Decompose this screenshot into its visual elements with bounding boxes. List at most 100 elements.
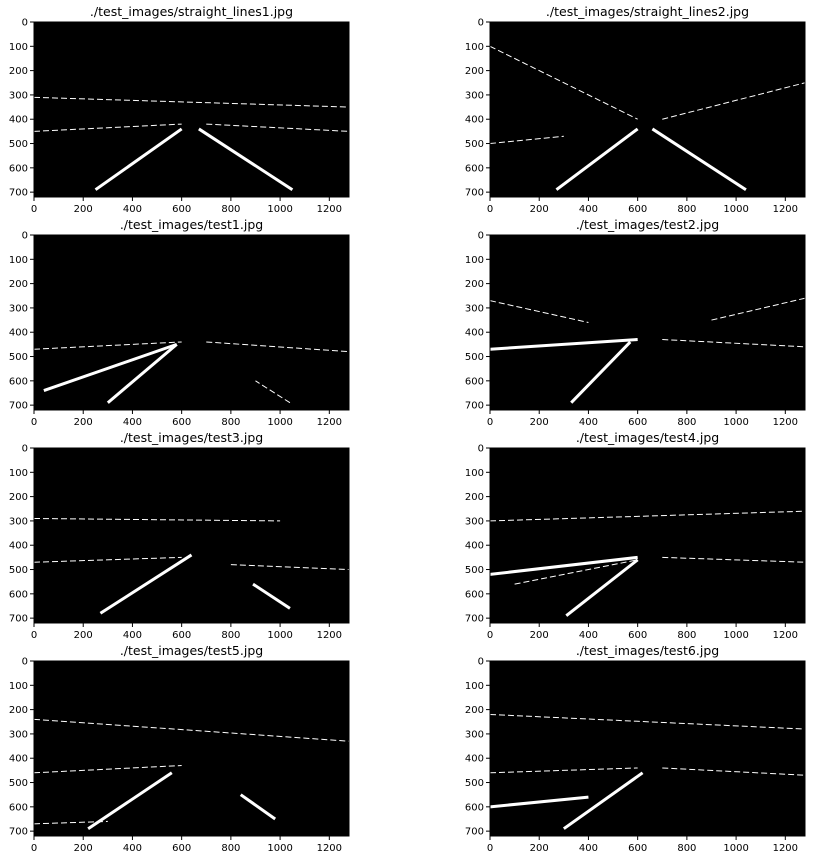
x-tick-label: 400 bbox=[579, 843, 598, 854]
panel-title: ./test_images/test6.jpg bbox=[576, 643, 719, 658]
edge-segment bbox=[94, 127, 183, 191]
edge-segment bbox=[43, 342, 178, 392]
edge-strokes bbox=[490, 297, 805, 404]
x-tick-label: 0 bbox=[487, 417, 493, 428]
y-tick-label: 400 bbox=[465, 541, 484, 552]
x-tick-label: 800 bbox=[221, 417, 240, 428]
x-tick-label: 600 bbox=[628, 204, 647, 215]
x-tick-label: 800 bbox=[677, 843, 696, 854]
panel-title: ./test_images/test1.jpg bbox=[120, 217, 263, 232]
edge-segment bbox=[206, 123, 349, 132]
panel-title: ./test_images/test3.jpg bbox=[120, 430, 263, 445]
y-tick-label: 200 bbox=[465, 279, 484, 290]
y-tick-label: 200 bbox=[9, 279, 28, 290]
panel-8: ./test_images/test6.jpg 0 200 400 600 800 1000… bbox=[465, 643, 806, 854]
y-tick-label: 300 bbox=[465, 90, 484, 101]
x-tick-label: 200 bbox=[74, 204, 93, 215]
y-tick-label: 300 bbox=[9, 516, 28, 527]
edge-segment bbox=[34, 517, 281, 522]
axes-frame bbox=[33, 21, 350, 198]
x-tick-label: 1200 bbox=[773, 417, 798, 428]
edge-segment bbox=[34, 341, 182, 350]
edge-strokes bbox=[34, 718, 349, 830]
axes-frame bbox=[489, 21, 806, 198]
axes-frame bbox=[33, 447, 350, 624]
edge-segment bbox=[106, 343, 178, 404]
edge-segment bbox=[662, 82, 805, 120]
edge-segment bbox=[562, 771, 644, 830]
edge-segment bbox=[206, 341, 349, 353]
y-tick-label: 300 bbox=[9, 90, 28, 101]
y-tick-label: 200 bbox=[465, 705, 484, 716]
binary-image bbox=[34, 22, 349, 197]
x-tick-label: 0 bbox=[487, 204, 493, 215]
edge-strokes bbox=[34, 341, 349, 404]
edge-segment bbox=[99, 553, 193, 615]
panel-title: ./test_images/test2.jpg bbox=[576, 217, 719, 232]
x-tick-label: 600 bbox=[172, 843, 191, 854]
y-tick-label: 300 bbox=[465, 516, 484, 527]
x-tick-label: 800 bbox=[221, 843, 240, 854]
x-tick-label: 1200 bbox=[317, 630, 342, 641]
y-tick-label: 100 bbox=[465, 42, 484, 53]
y-tick-label: 600 bbox=[465, 802, 484, 813]
binary-image bbox=[490, 661, 805, 836]
edge-segment bbox=[490, 45, 638, 120]
x-tick-label: 600 bbox=[172, 204, 191, 215]
x-tick-label: 0 bbox=[31, 630, 37, 641]
edge-segment bbox=[230, 564, 349, 571]
x-tick-label: 0 bbox=[487, 630, 493, 641]
binary-image bbox=[490, 235, 805, 410]
y-tick-label: 0 bbox=[22, 657, 28, 668]
x-tick-label: 0 bbox=[31, 417, 37, 428]
x-tick-label: 800 bbox=[677, 630, 696, 641]
axes-frame bbox=[489, 660, 806, 837]
x-tick-label: 200 bbox=[530, 843, 549, 854]
y-tick-label: 200 bbox=[465, 66, 484, 77]
edge-segment bbox=[490, 795, 589, 809]
edge-strokes bbox=[34, 96, 349, 191]
y-tick-label: 0 bbox=[22, 444, 28, 455]
binary-image bbox=[490, 22, 805, 197]
edge-segment bbox=[252, 582, 291, 610]
x-tick-label: 200 bbox=[530, 417, 549, 428]
x-tick-label: 1000 bbox=[267, 843, 292, 854]
y-tick-label: 400 bbox=[465, 754, 484, 765]
edge-segment bbox=[490, 713, 805, 730]
x-tick-label: 1200 bbox=[773, 204, 798, 215]
x-tick-label: 400 bbox=[123, 843, 142, 854]
edge-segment bbox=[555, 127, 639, 191]
axes-frame bbox=[489, 447, 806, 624]
x-tick-label: 200 bbox=[74, 630, 93, 641]
y-tick-label: 300 bbox=[465, 303, 484, 314]
x-tick-label: 1000 bbox=[267, 630, 292, 641]
edge-segment bbox=[198, 127, 294, 191]
y-tick-label: 0 bbox=[22, 18, 28, 29]
x-tick-label: 200 bbox=[74, 843, 93, 854]
x-tick-label: 1000 bbox=[723, 843, 748, 854]
edge-segment bbox=[565, 558, 639, 617]
binary-image bbox=[34, 448, 349, 623]
edge-segment bbox=[34, 96, 349, 108]
edge-strokes bbox=[490, 510, 805, 617]
y-tick-label: 100 bbox=[9, 681, 28, 692]
x-tick-label: 1200 bbox=[773, 630, 798, 641]
y-tick-label: 0 bbox=[478, 657, 484, 668]
y-tick-label: 200 bbox=[465, 492, 484, 503]
edge-segment bbox=[711, 297, 805, 321]
x-tick-label: 0 bbox=[487, 843, 493, 854]
y-tick-label: 300 bbox=[9, 729, 28, 740]
x-tick-label: 600 bbox=[172, 417, 191, 428]
y-tick-label: 500 bbox=[465, 565, 484, 576]
y-tick-label: 400 bbox=[9, 541, 28, 552]
y-tick-label: 600 bbox=[465, 376, 484, 387]
y-tick-label: 200 bbox=[9, 66, 28, 77]
x-tick-label: 200 bbox=[74, 417, 93, 428]
edge-segment bbox=[34, 718, 349, 742]
edge-segment bbox=[34, 556, 182, 563]
edge-strokes bbox=[34, 517, 349, 615]
y-tick-label: 500 bbox=[465, 778, 484, 789]
